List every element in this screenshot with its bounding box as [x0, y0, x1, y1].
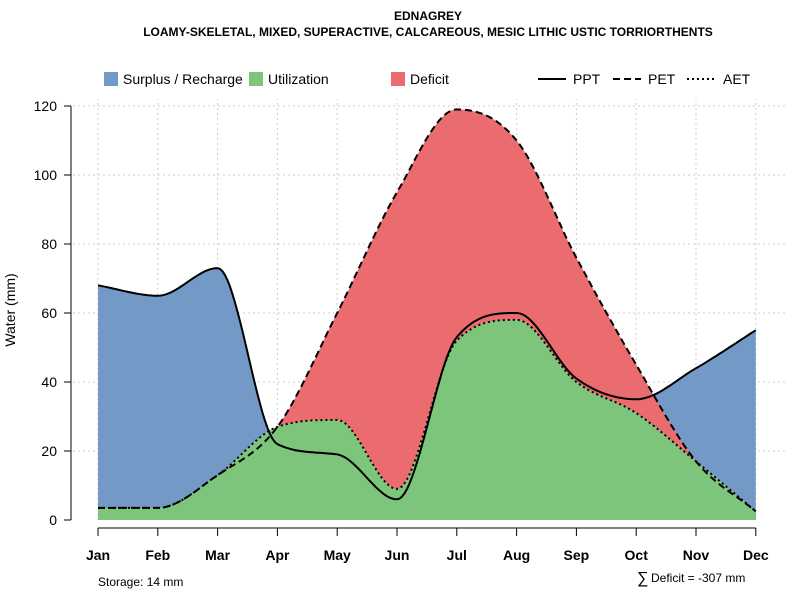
chart-title: EDNAGREY: [394, 9, 462, 23]
y-tick-label-100: 100: [34, 167, 58, 183]
chart-subtitle: LOAMY-SKELETAL, MIXED, SUPERACTIVE, CALC…: [143, 25, 713, 39]
legend-label-utilization: Utilization: [268, 71, 329, 87]
deficit-annotation: Deficit = -307 mm: [651, 571, 745, 585]
y-tick-label-120: 120: [34, 98, 58, 114]
y-tick-label-20: 20: [41, 443, 57, 459]
area-utilization: [98, 319, 756, 520]
x-tick-label-jul: Jul: [447, 547, 467, 563]
series-lines: [97, 108, 757, 513]
x-tick-label-mar: Mar: [205, 547, 230, 563]
legend-swatch-utilization: [249, 72, 263, 86]
y-axis-label: Water (mm): [2, 273, 18, 346]
x-tick-label-oct: Oct: [625, 547, 649, 563]
area-fills: [98, 109, 756, 520]
legend-label-surplus: Surplus / Recharge: [123, 71, 243, 87]
storage-annotation: Storage: 14 mm: [98, 575, 183, 589]
x-tick-label-sep: Sep: [564, 547, 590, 563]
x-tick-label-jan: Jan: [86, 547, 110, 563]
y-tick-label-60: 60: [41, 305, 57, 321]
series-line-ppt: [97, 267, 757, 501]
legend-label-aet: AET: [723, 71, 751, 87]
sum-symbol: ∑: [637, 570, 648, 587]
legend-label-ppt: PPT: [573, 71, 601, 87]
y-tick-label-40: 40: [41, 374, 57, 390]
legend-swatch-surplus: [104, 72, 118, 86]
x-tick-label-apr: Apr: [265, 547, 290, 563]
y-tick-label-0: 0: [49, 512, 57, 528]
axes: 0 20 40 60 80 100 120 Jan Feb Mar Apr May Jun Jul Aug S…: [34, 98, 769, 563]
legend-label-pet: PET: [648, 71, 676, 87]
y-tick-label-80: 80: [41, 236, 57, 252]
x-tick-label-aug: Aug: [503, 547, 530, 563]
x-tick-label-feb: Feb: [145, 547, 170, 563]
legend: Surplus / Recharge Utilization Deficit P…: [104, 71, 751, 87]
x-tick-label-dec: Dec: [743, 547, 769, 563]
x-tick-label-jun: Jun: [385, 547, 410, 563]
area-deficit: [98, 109, 756, 512]
x-tick-label-nov: Nov: [683, 547, 710, 563]
x-tick-label-may: May: [324, 547, 351, 563]
legend-label-deficit: Deficit: [410, 71, 449, 87]
series-line-pet: [98, 108, 757, 513]
legend-swatch-deficit: [391, 72, 405, 86]
